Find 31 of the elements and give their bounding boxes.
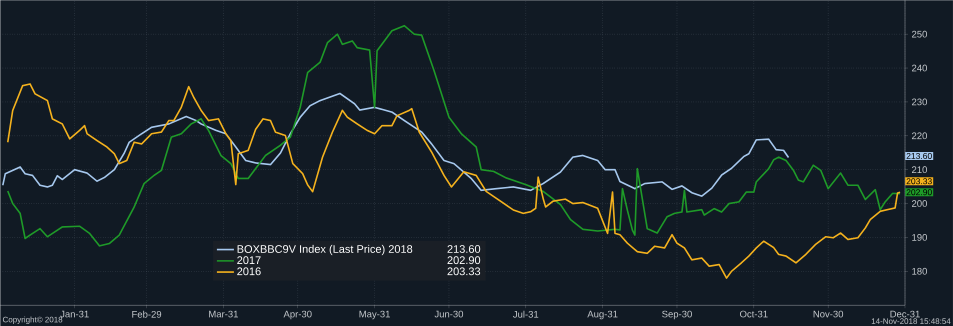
line-series <box>6 83 901 279</box>
x-tick-label: Mar-31 <box>209 310 238 318</box>
annotation: 202.90 <box>448 256 480 264</box>
text: 202.90 <box>906 189 932 196</box>
x-tick-label: Feb-29 <box>132 310 162 318</box>
legend-label: 2016 <box>237 267 261 276</box>
y-tick-label: 180 <box>912 268 927 275</box>
x-tick-label: Jun-30 <box>434 310 464 318</box>
annotation: 203.33 <box>448 267 480 276</box>
x-tick-label: Aug-31 <box>587 310 618 320</box>
legend-label: 2017 <box>237 256 261 264</box>
x-tick-label: May-31 <box>360 310 390 320</box>
annotation: 213.60 <box>448 245 480 253</box>
x-tick-label: Nov-30 <box>814 310 844 318</box>
y-tick-label: 200 <box>912 200 927 207</box>
line-series <box>2 92 790 197</box>
x-tick-label: Apr-30 <box>284 310 312 320</box>
x-tick-label: Jan-31 <box>60 310 89 318</box>
x-tick-label: Jul-31 <box>513 310 538 318</box>
x-tick-label: Oct-31 <box>740 310 768 318</box>
y-tick-label: 220 <box>912 132 927 140</box>
y-tick-label: 190 <box>912 234 927 241</box>
y-tick-label: 210 <box>912 166 927 173</box>
x-tick-label: Sep-30 <box>662 310 692 320</box>
text: 213.60 <box>906 152 932 159</box>
legend-label: BOXBBC9V Index (Last Price) 2018 <box>238 244 412 255</box>
y-tick-label: 240 <box>912 64 927 72</box>
text: 203.33 <box>906 178 932 184</box>
y-tick-label: 250 <box>912 30 927 38</box>
y-tick-label: 230 <box>912 98 927 106</box>
x-tick-label: Dec-31 <box>890 310 920 318</box>
